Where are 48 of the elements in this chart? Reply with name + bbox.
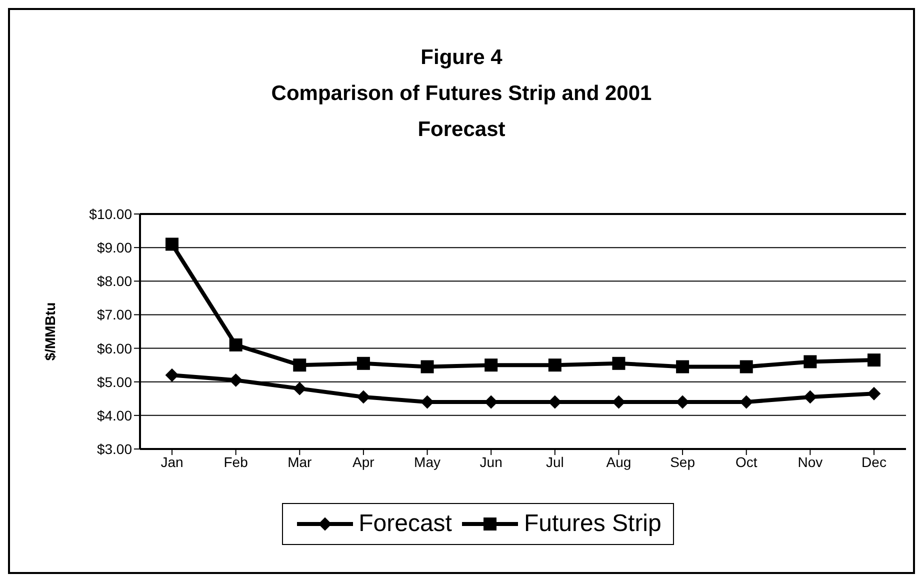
y-tick-label: $5.00 — [96, 374, 132, 390]
y-tick-label: $10.00 — [89, 206, 132, 222]
y-tick-label: $4.00 — [96, 407, 132, 424]
x-tick-label: Dec — [862, 454, 886, 470]
y-tick-label: $9.00 — [96, 240, 132, 256]
point — [293, 358, 306, 372]
point — [868, 354, 880, 367]
point — [868, 387, 880, 400]
y-tick-label: $3.00 — [96, 440, 132, 457]
point — [293, 382, 306, 396]
x-tick-label: May — [414, 454, 440, 470]
point — [612, 396, 626, 408]
x-tick-label: Aug — [606, 454, 632, 470]
point — [548, 358, 562, 372]
y-tick-label: $6.00 — [96, 340, 132, 356]
x-tick-label: Nov — [798, 454, 823, 470]
point — [548, 396, 562, 408]
point — [166, 238, 178, 251]
y-tick-label: $7.00 — [96, 306, 132, 323]
y-tick-label: $8.00 — [96, 273, 132, 290]
x-tick-label: Jun — [480, 454, 502, 470]
x-tick-label: Sep — [670, 454, 696, 470]
point — [484, 396, 498, 408]
point — [740, 396, 753, 408]
point — [804, 355, 817, 368]
x-tick-label: Feb — [224, 454, 248, 470]
point — [356, 390, 370, 404]
x-tick-label: Jan — [160, 454, 184, 470]
point — [229, 338, 242, 352]
point — [676, 396, 690, 408]
point — [740, 360, 753, 374]
x-tick-label: Oct — [735, 454, 758, 470]
y-axis-title: $/MMBtu — [42, 302, 58, 361]
legend-label: Forecast — [358, 510, 452, 538]
point — [356, 356, 370, 370]
point — [612, 356, 626, 370]
point — [804, 390, 817, 404]
point — [676, 360, 690, 374]
x-tick-label: Jul — [546, 454, 564, 470]
legend-label: Futures Strip — [524, 510, 662, 538]
point — [229, 374, 242, 387]
point — [420, 360, 434, 374]
point — [166, 368, 178, 382]
x-tick-label: Apr — [352, 454, 375, 470]
point — [484, 358, 498, 372]
chart-title: Figure 4 Comparison of Futures Strip and 2001 Forecast — [270, 45, 653, 143]
x-tick-label: Mar — [288, 454, 312, 470]
point — [420, 396, 434, 408]
